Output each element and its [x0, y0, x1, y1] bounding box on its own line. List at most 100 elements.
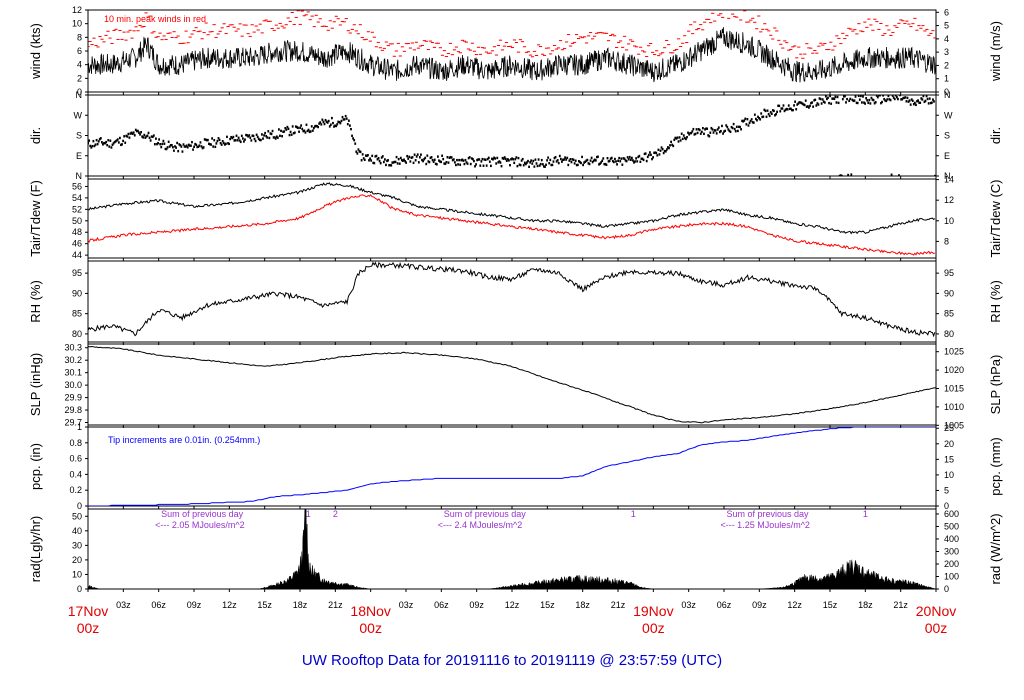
direction-point [553, 156, 556, 160]
y-tick-label-right: 1020 [944, 365, 964, 375]
y-tick-label-right: 5 [944, 485, 949, 495]
y-axis-label-right: pcp. (mm) [988, 437, 1003, 496]
direction-point [169, 143, 172, 147]
direction-point [503, 156, 506, 159]
x-major-time: 00z [642, 620, 665, 636]
direction-point [798, 101, 801, 104]
y-tick-label-left: 44 [72, 250, 82, 260]
direction-point [838, 174, 841, 176]
direction-point [871, 98, 874, 101]
direction-point [932, 98, 934, 101]
direction-point [236, 139, 239, 142]
direction-point [586, 158, 589, 162]
direction-point [683, 136, 686, 140]
x-major-time: 00z [359, 620, 382, 636]
direction-point [478, 158, 481, 161]
series-precip [88, 427, 936, 506]
direction-point [861, 101, 863, 104]
direction-point [904, 96, 907, 99]
x-tick-label: 15z [823, 600, 838, 610]
x-tick-label: 12z [787, 600, 802, 610]
direction-point [337, 120, 340, 124]
direction-point [311, 129, 314, 132]
direction-point [89, 144, 92, 148]
direction-point [906, 96, 909, 100]
direction-point [238, 139, 241, 142]
direction-point [611, 159, 614, 163]
direction-point [694, 132, 697, 136]
direction-point [228, 142, 230, 146]
direction-point [270, 132, 273, 136]
direction-point [144, 136, 147, 139]
direction-point [620, 157, 623, 160]
direction-point [453, 161, 456, 164]
direction-point [610, 156, 613, 160]
direction-point [697, 127, 700, 131]
direction-point [132, 131, 135, 134]
y-tick-label-left: 0.4 [69, 469, 82, 479]
direction-point [180, 145, 183, 148]
direction-point [120, 143, 122, 147]
direction-point [484, 158, 487, 162]
direction-point [197, 145, 200, 148]
direction-point [757, 115, 759, 119]
direction-point [421, 158, 423, 162]
direction-point [933, 100, 935, 103]
direction-point [116, 138, 119, 141]
panel-frame [87, 343, 937, 426]
direction-point [582, 163, 585, 167]
direction-point [237, 136, 240, 139]
direction-point [653, 151, 656, 155]
direction-point [512, 158, 515, 161]
direction-point [625, 159, 628, 163]
direction-point [108, 145, 111, 148]
direction-point [858, 98, 861, 101]
direction-point [755, 117, 757, 121]
direction-point [244, 138, 246, 141]
direction-point [823, 101, 826, 104]
rad-count-label: 1 [306, 509, 311, 519]
direction-point [555, 160, 558, 163]
direction-point [657, 148, 660, 152]
direction-point [881, 100, 883, 104]
direction-point [364, 154, 367, 157]
y-tick-label-right: 600 [944, 509, 959, 519]
direction-point [474, 165, 476, 168]
direction-point [742, 120, 745, 123]
direction-point [438, 159, 440, 162]
direction-point [618, 156, 621, 160]
direction-point [155, 137, 157, 140]
direction-point [844, 95, 846, 98]
direction-point [150, 135, 153, 138]
direction-point [927, 102, 930, 105]
direction-point [899, 95, 901, 97]
direction-point [830, 102, 833, 105]
direction-point [635, 157, 638, 160]
direction-point [826, 97, 828, 101]
direction-point [521, 157, 524, 161]
series-tair [88, 182, 936, 235]
y-tick-label-left: 46 [72, 239, 82, 249]
direction-point [713, 129, 716, 132]
direction-point [597, 155, 599, 158]
direction-point [766, 109, 769, 112]
direction-point [274, 137, 277, 140]
direction-point [898, 174, 900, 176]
direction-point [160, 145, 163, 149]
direction-point [214, 145, 217, 149]
direction-point [549, 158, 552, 162]
direction-point [718, 130, 721, 134]
y-tick-label-right: 95 [944, 268, 954, 278]
direction-point [122, 139, 124, 143]
direction-point [740, 128, 742, 131]
direction-point [519, 163, 522, 167]
direction-point [849, 97, 852, 101]
direction-point [603, 162, 606, 166]
direction-point [696, 131, 699, 135]
direction-point [803, 103, 806, 107]
x-major-time: 00z [925, 620, 948, 636]
direction-point [580, 161, 582, 165]
direction-point [529, 161, 532, 164]
direction-point [168, 145, 171, 148]
